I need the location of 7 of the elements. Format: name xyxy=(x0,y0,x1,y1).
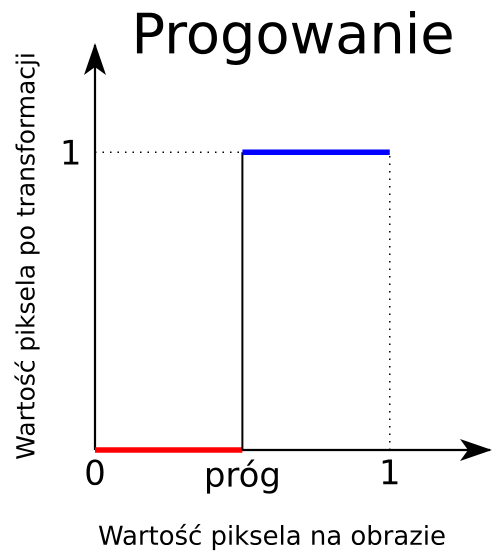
x-axis-title: Wartość piksela na obrazie xyxy=(98,524,445,550)
x-tick-label: 0 xyxy=(86,460,104,486)
chart-title: Progowanie xyxy=(136,11,452,65)
annotation: 1 xyxy=(64,140,78,165)
x-tick-label: 1 xyxy=(382,460,398,484)
x-tick-label: próg xyxy=(207,460,278,494)
y-axis-title: Wartość piksela po transformacji xyxy=(14,54,40,459)
